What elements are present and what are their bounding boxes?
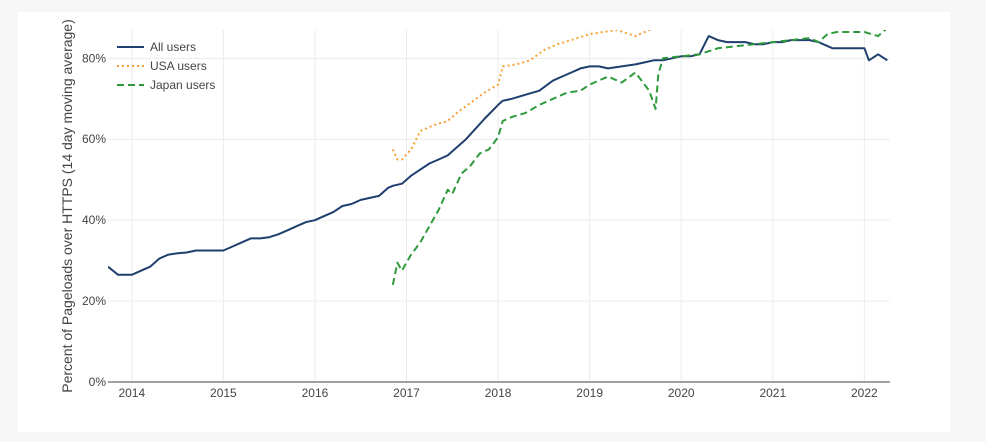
legend-label: USA users <box>150 59 207 73</box>
y-tick-label: 40% <box>82 213 106 227</box>
x-tick-label: 2021 <box>759 386 786 400</box>
x-tick-label: 2017 <box>393 386 420 400</box>
legend-label: Japan users <box>150 78 215 92</box>
y-axis-label: Percent of Pageloads over HTTPS (14 day … <box>59 19 75 393</box>
series-line-3 <box>391 30 887 286</box>
x-tick-label: 2020 <box>668 386 695 400</box>
x-tick-label: 2022 <box>851 386 878 400</box>
grid <box>108 30 890 382</box>
x-tick-label: 2015 <box>210 386 237 400</box>
y-tick-label: 60% <box>82 132 106 146</box>
x-tick-label: 2014 <box>118 386 145 400</box>
y-tick-label: 20% <box>82 294 106 308</box>
x-tick-label: 2019 <box>576 386 603 400</box>
series-line-2 <box>391 30 652 161</box>
series-layer <box>108 30 888 286</box>
legend-label: All users <box>150 40 196 54</box>
legend: All users USA users Japan users <box>117 40 215 92</box>
y-tick-label: 0% <box>89 375 107 389</box>
x-tick-label: 2018 <box>485 386 512 400</box>
x-tick-label: 2016 <box>302 386 329 400</box>
axes: 2014 2015 2016 2017 2018 2019 2020 2021 2022 0% 20… <box>82 51 890 400</box>
y-tick-label: 80% <box>82 51 106 65</box>
chart-frame <box>18 12 950 432</box>
